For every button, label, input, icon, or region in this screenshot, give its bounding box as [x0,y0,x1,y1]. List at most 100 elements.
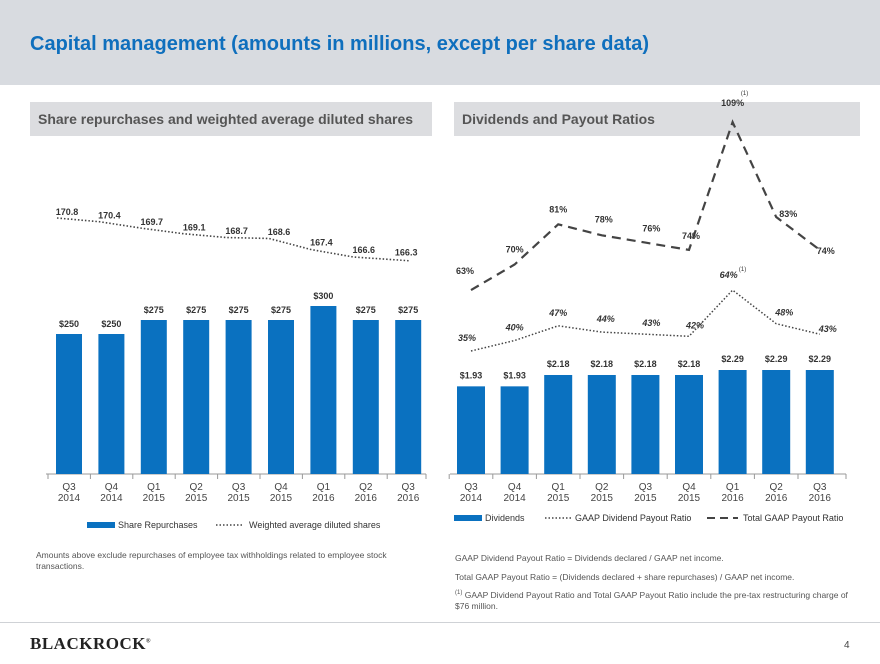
right-note-total-ratio: Total GAAP Payout Ratio = (Dividends dec… [455,572,795,582]
right-quarter-tick: Q4 [682,482,696,493]
right-quarter-tick: Q3 [464,482,478,493]
gaap-payout-line [470,289,820,352]
repurchase-bar [268,320,294,474]
left-year-tick: 2016 [355,493,378,504]
gaap-payout-label: 64% [720,270,738,280]
total-payout-label: 78% [595,214,613,224]
right-note-dividend-ratio: GAAP Dividend Payout Ratio = Dividends d… [455,553,724,563]
right-year-tick: 2014 [460,493,483,504]
left-quarter-tick: Q1 [317,482,331,493]
dividend-value-label: $2.29 [721,354,744,364]
right-year-tick: 2014 [503,493,526,504]
footer-divider [0,622,880,623]
gaap-payout-footnote-marker: (1) [739,267,746,273]
page-number: 4 [844,640,850,651]
legend-shares-label: Weighted average diluted shares [249,520,381,530]
repurchase-bar [395,320,422,474]
repurchase-value-label: $300 [313,291,333,301]
legend-dividends-label: Dividends [485,513,525,523]
left-year-tick: 2016 [312,493,335,504]
gaap-payout-label: 43% [818,324,837,334]
logo-registered-mark: ® [145,638,151,645]
total-payout-label: 83% [779,209,797,219]
dividend-value-label: $1.93 [503,370,526,380]
right-quarter-tick: Q2 [595,482,609,493]
dividend-bar [675,374,703,474]
right-year-tick: 2016 [721,493,744,504]
shares-value-label: 170.4 [98,211,121,221]
page-title: Capital management (amounts in millions,… [30,33,650,55]
shares-value-label: 169.1 [183,222,206,232]
legend-total-label: Total GAAP Payout Ratio [743,513,843,523]
right-quarter-tick: Q1 [726,482,740,493]
right-quarter-tick: Q3 [813,482,827,493]
left-year-tick: 2016 [397,493,420,504]
total-payout-label: 81% [549,204,567,214]
right-year-tick: 2015 [547,493,570,504]
shares-value-label: 168.6 [268,227,291,237]
total-payout-label: 63% [456,266,474,276]
left-year-tick: 2015 [270,493,293,504]
dividend-bar [587,374,616,474]
repurchase-bar [140,320,167,474]
dividend-value-label: $2.18 [547,359,570,369]
left-quarter-tick: Q2 [190,482,204,493]
repurchase-bar [98,334,125,474]
repurchase-value-label: $275 [356,305,376,315]
shares-value-label: 169.7 [141,217,164,227]
dividend-value-label: $2.29 [809,354,832,364]
legend-gaap-label: GAAP Dividend Payout Ratio [575,513,691,523]
repurchase-value-label: $275 [398,305,418,315]
logo-text: BLACKROCK [30,634,146,653]
left-quarter-tick: Q4 [274,482,288,493]
right-year-tick: 2016 [809,493,832,504]
dividend-bar [805,370,834,474]
left-year-tick: 2014 [100,493,123,504]
dividend-bar [631,374,660,474]
repurchase-bar [310,306,337,474]
blackrock-logo: BLACKROCK® [30,634,151,654]
right-year-tick: 2015 [678,493,701,504]
repurchase-bar [56,334,82,474]
left-quarter-tick: Q4 [105,482,119,493]
left-quarter-tick: Q2 [359,482,373,493]
right-note-restructuring-text: GAAP Dividend Payout Ratio and Total GAA… [455,589,848,611]
repurchase-bar [183,320,210,474]
left-quarter-tick: Q3 [62,482,76,493]
total-payout-footnote-marker: (1) [741,91,748,97]
total-payout-label: 74% [817,246,835,256]
gaap-payout-label: 44% [596,314,615,324]
title-band [0,0,880,85]
shares-value-label: 168.7 [225,226,248,236]
gaap-payout-label: 43% [641,318,660,328]
left-quarter-tick: Q3 [402,482,416,493]
right-quarter-tick: Q1 [552,482,566,493]
repurchase-value-label: $275 [229,305,249,315]
dividend-value-label: $1.93 [460,370,483,380]
repurchase-value-label: $275 [186,305,206,315]
dividend-value-label: $2.29 [765,354,788,364]
shares-value-label: 170.8 [56,207,79,217]
shares-value-label: 166.3 [395,248,418,258]
gaap-payout-label: 35% [458,333,476,343]
total-payout-label: 70% [506,245,524,255]
right-year-tick: 2015 [591,493,614,504]
right-year-tick: 2015 [634,493,657,504]
total-payout-label: 109% [721,98,744,108]
right-quarter-tick: Q4 [508,482,522,493]
total-payout-label: 76% [642,224,660,234]
dividend-bar [762,370,791,474]
right-year-tick: 2016 [765,493,788,504]
left-year-tick: 2015 [143,493,166,504]
share-repurchases-header: Share repurchases and weighted average d… [30,102,432,136]
legend-repurchase-swatch [87,522,115,528]
gaap-payout-label: 40% [505,323,524,333]
dividend-value-label: $2.18 [634,359,657,369]
right-quarter-tick: Q3 [639,482,653,493]
legend-dividends-swatch [454,515,482,521]
left-footnote: Amounts above exclude repurchases of emp… [36,550,387,571]
gaap-payout-label: 47% [548,308,567,318]
left-year-tick: 2014 [58,493,81,504]
shares-line [56,217,411,262]
